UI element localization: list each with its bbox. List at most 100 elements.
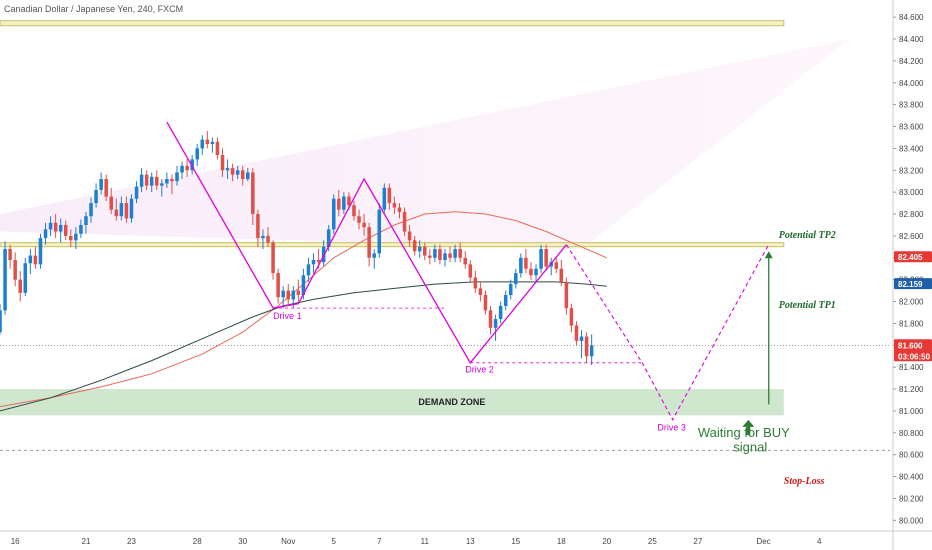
candle-body [342, 196, 346, 210]
candle-body [377, 209, 382, 254]
candle-body [104, 179, 108, 197]
target-arrow-head [764, 251, 773, 259]
candle-body [170, 179, 174, 182]
candle-body [478, 288, 483, 295]
x-tick-label: 4 [817, 537, 822, 546]
price-tag-bg-3 [894, 339, 932, 362]
drive-2-label: Drive 2 [465, 365, 494, 375]
resistance-band [0, 242, 785, 248]
potential-tp1-label: Potential TP1 [779, 300, 836, 311]
candle-body [124, 203, 129, 219]
candle-body [220, 154, 225, 171]
y-tick-label: 81.400 [899, 363, 924, 372]
candle-body [154, 176, 159, 186]
candle-body [240, 170, 245, 180]
drive-1-label: Drive 1 [273, 311, 302, 321]
candle-body [43, 229, 48, 239]
candle-body [529, 268, 533, 276]
x-tick-label: 21 [82, 537, 91, 546]
y-tick-label: 82.800 [899, 210, 924, 219]
price-tag-bg-1 [894, 251, 932, 263]
candle-body [251, 172, 255, 215]
candle-body [493, 319, 498, 328]
y-tick-label: 83.200 [899, 166, 924, 175]
candle-body [69, 235, 73, 241]
candle-body [316, 259, 321, 263]
candle-body [433, 249, 437, 258]
harmonic-solid-legs [166, 121, 567, 364]
candle-body [539, 249, 543, 269]
candle-body [180, 165, 184, 173]
candle-body [503, 294, 508, 306]
candle-body [417, 246, 422, 252]
y-tick-label: 84.000 [899, 79, 924, 88]
candle-body [498, 305, 503, 320]
candle-body [347, 196, 351, 206]
candle-body [291, 290, 296, 300]
candle-body [13, 259, 17, 280]
candle-body [574, 325, 579, 341]
y-tick-label: 81.800 [899, 319, 924, 328]
candle-body [367, 227, 371, 258]
candle-body [175, 172, 179, 182]
chart-title: Canadian Dollar / Japanese Yen, 240, FXC… [4, 4, 183, 14]
candle-body [443, 253, 447, 260]
candle-body [544, 249, 548, 267]
candle-body [402, 211, 407, 232]
candle-body [0, 310, 2, 333]
candle-body [205, 139, 210, 145]
x-tick-label: 27 [693, 537, 702, 546]
y-tick-label: 82.000 [899, 298, 924, 307]
demand-zone-label: DEMAND ZONE [418, 397, 485, 407]
y-tick-label: 80.000 [899, 516, 924, 525]
potential-tp2-label: Potential TP2 [779, 230, 836, 241]
demand-zone [0, 389, 784, 416]
candle-body [423, 246, 427, 256]
candle-body [58, 224, 63, 232]
y-tick-label: 83.800 [899, 101, 924, 110]
x-tick-label: 13 [466, 537, 475, 546]
candle-body [99, 179, 103, 190]
candle-body [372, 253, 376, 258]
candle-body [463, 257, 467, 265]
y-tick-label: 84.600 [899, 13, 924, 22]
x-tick-label: Dec [756, 537, 770, 546]
candle-body [407, 231, 412, 241]
candle-body [534, 268, 538, 276]
y-tick-label: 81.000 [899, 407, 924, 416]
candle-body [210, 141, 215, 145]
candle-body [266, 235, 270, 243]
candle-body [589, 345, 594, 357]
candle-body [74, 233, 78, 241]
candle-body [109, 196, 114, 210]
levels-layer [0, 20, 890, 451]
price-tag-label-3: 81.600 [898, 341, 923, 350]
price-tag-countdown: 03:06:50 [898, 352, 931, 361]
candle-body [200, 139, 205, 149]
y-tick-label: 80.600 [899, 451, 924, 460]
candle-body [468, 264, 473, 278]
candle-body [559, 268, 564, 282]
candle-body [246, 172, 250, 180]
candle-body [94, 189, 98, 204]
ma-fast-line [0, 211, 607, 408]
candle-body [428, 255, 432, 258]
candle-body [185, 165, 189, 171]
candle-body [134, 186, 139, 199]
candle-body [311, 259, 316, 265]
candle-body [48, 222, 53, 230]
candle-body [3, 249, 7, 311]
candle-body [235, 170, 240, 175]
y-tick-label: 84.400 [899, 35, 924, 44]
x-tick-label: 5 [332, 537, 337, 546]
x-tick-label: 28 [193, 537, 202, 546]
x-tick-label: 11 [421, 537, 430, 546]
candle-body [296, 290, 301, 295]
waiting-signal-label: signal [733, 439, 767, 454]
candle-body [483, 294, 488, 311]
y-tick-label: 80.200 [899, 494, 924, 503]
candle-body [569, 308, 574, 326]
candle-body [23, 263, 28, 293]
